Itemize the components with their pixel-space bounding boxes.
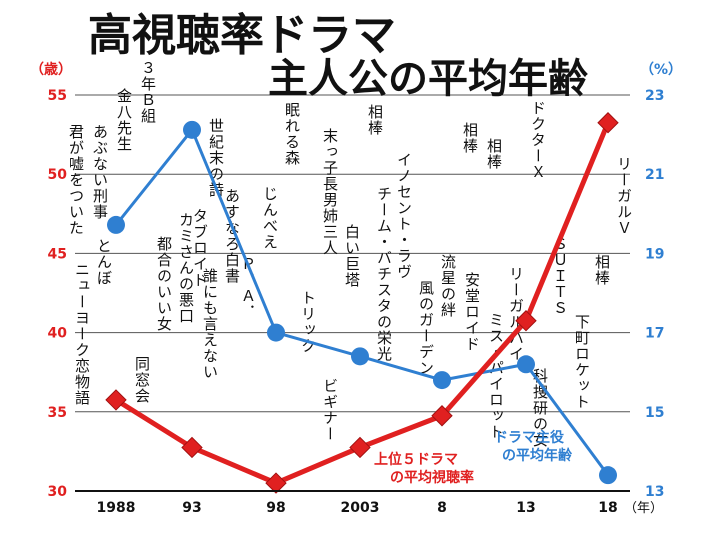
right-tick-label: 21 bbox=[645, 167, 664, 183]
drama-title: 眠れる森 bbox=[283, 102, 301, 166]
drama-title: 都合のいい女 bbox=[155, 236, 173, 332]
drama-title: ニューヨーク恋物語 bbox=[73, 262, 91, 406]
drama-title: 同窓会 bbox=[133, 356, 151, 404]
data-point bbox=[517, 355, 535, 374]
right-tick-label: 23 bbox=[645, 88, 664, 104]
drama-title: じんべえ bbox=[261, 186, 279, 250]
data-point bbox=[107, 215, 125, 234]
drama-title: 誰にも言えない bbox=[201, 268, 219, 380]
drama-title: 白い巨塔 bbox=[343, 224, 361, 288]
drama-title: イノセント・ラヴ bbox=[395, 152, 413, 280]
drama-title: 安堂ロイド bbox=[463, 272, 481, 352]
data-point bbox=[431, 405, 453, 427]
rating-series-label: 上位５ドラマ bbox=[374, 451, 458, 468]
x-axis-unit: （年） bbox=[624, 501, 663, 516]
drama-title-columns: ３年Ｂ組金八先生あぶない刑事君が嘘をついたとんぼニューヨーク恋物語あすなろ白書誰… bbox=[67, 60, 633, 448]
right-tick-label: 17 bbox=[645, 326, 664, 342]
x-tick-label: 98 bbox=[266, 500, 285, 516]
drama-title: トリック bbox=[299, 290, 317, 354]
x-tick-label: 2003 bbox=[341, 500, 380, 516]
axes: 30 35 40 45 50 55 13 15 17 19 21 23 1988 93 98 2003 8 13 1… bbox=[48, 88, 665, 516]
drama-title: 流星の絆 bbox=[439, 254, 457, 318]
left-tick-label: 40 bbox=[48, 326, 68, 342]
left-axis-unit: （歳） bbox=[30, 61, 72, 78]
x-tick-label: 18 bbox=[598, 500, 617, 516]
data-point bbox=[599, 466, 617, 485]
drama-title: ドクターＸ bbox=[529, 100, 547, 180]
drama-title: ビギナー bbox=[321, 378, 339, 442]
left-tick-label: 30 bbox=[48, 484, 68, 500]
chart-title-line2: 主人公の平均年齢 bbox=[268, 56, 588, 102]
x-tick-label: 13 bbox=[516, 500, 535, 516]
drama-title: 相棒 bbox=[593, 254, 611, 286]
x-tick-label: 1988 bbox=[97, 500, 136, 516]
data-point bbox=[105, 389, 127, 411]
drama-title: タブロイド bbox=[191, 208, 209, 288]
left-tick-label: 50 bbox=[48, 167, 68, 183]
rating-series-label: の平均視聴率 bbox=[390, 469, 474, 486]
drama-title: チーム・バチスタの栄光 bbox=[375, 186, 393, 362]
age-series-label: の平均年齢 bbox=[502, 447, 573, 464]
x-tick-label: 8 bbox=[437, 500, 447, 516]
data-point bbox=[433, 371, 451, 390]
drama-title: 末っ子長男姉三人 bbox=[321, 128, 339, 256]
drama-title: 相棒 bbox=[485, 138, 503, 170]
data-point bbox=[349, 436, 371, 459]
drama-title: ３年Ｂ組 bbox=[139, 60, 157, 124]
drama-title: あぶない刑事 bbox=[91, 124, 109, 220]
data-point bbox=[515, 310, 537, 332]
data-point bbox=[351, 347, 369, 366]
drama-title: 金八先生 bbox=[115, 88, 133, 152]
drama-title: 君が嘘をついた bbox=[67, 124, 85, 236]
left-tick-label: 35 bbox=[48, 405, 67, 421]
right-tick-label: 13 bbox=[645, 484, 664, 500]
data-point bbox=[183, 120, 201, 139]
drama-title: ミス・パイロット bbox=[487, 312, 505, 440]
data-point bbox=[265, 472, 287, 494]
drama-title: リーガルＶ bbox=[615, 156, 633, 236]
drama-title: とんぼ bbox=[95, 238, 113, 286]
age-series-label: ドラマ主役 bbox=[494, 429, 565, 446]
left-tick-label: 55 bbox=[48, 88, 67, 104]
data-point bbox=[597, 112, 619, 134]
right-tick-label: 15 bbox=[645, 405, 664, 421]
drama-title: 相棒 bbox=[366, 104, 384, 136]
data-point bbox=[181, 436, 203, 459]
left-tick-label: 45 bbox=[48, 246, 67, 262]
right-axis-unit: （%） bbox=[640, 62, 682, 78]
x-tick-label: 93 bbox=[182, 500, 201, 516]
drama-title: 下町ロケット bbox=[573, 314, 591, 410]
drama-title: 相棒 bbox=[461, 122, 479, 154]
data-point bbox=[267, 323, 285, 342]
drama-title: カミさんの悪口 bbox=[177, 212, 195, 324]
drama-title: 風のガーデン bbox=[417, 280, 435, 376]
right-tick-label: 19 bbox=[645, 246, 664, 262]
chart-title-line1: 高視聴率ドラマ bbox=[88, 10, 396, 61]
